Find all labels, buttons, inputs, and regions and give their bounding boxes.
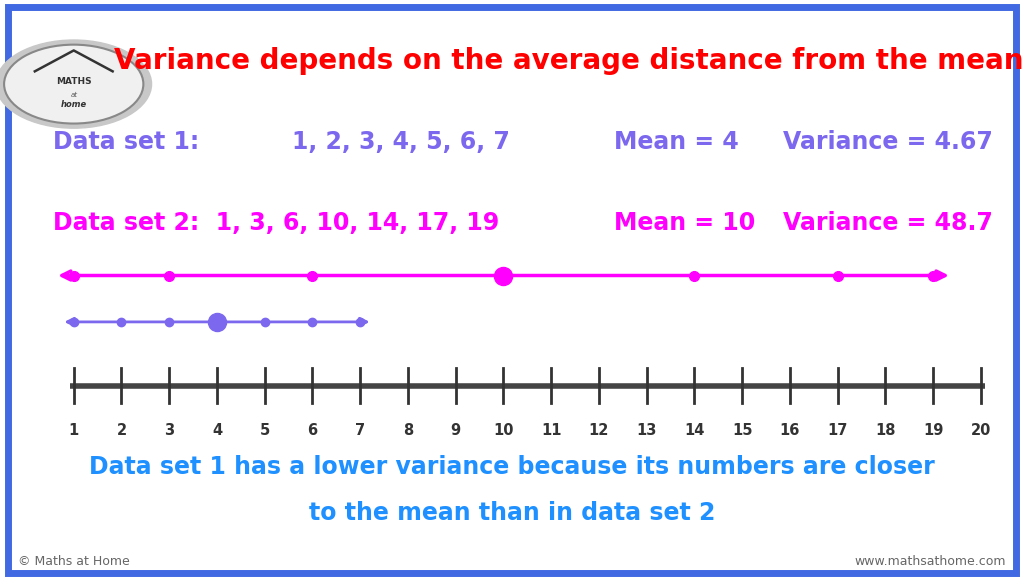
Text: Data set 2:  1, 3, 6, 10, 14, 17, 19: Data set 2: 1, 3, 6, 10, 14, 17, 19 — [53, 211, 500, 235]
Text: Variance = 4.67: Variance = 4.67 — [783, 130, 993, 154]
Text: 14: 14 — [684, 423, 705, 438]
Text: 8: 8 — [402, 423, 413, 438]
Text: 6: 6 — [307, 423, 317, 438]
Text: www.mathsathome.com: www.mathsathome.com — [854, 555, 1006, 568]
Text: Variance = 48.7: Variance = 48.7 — [783, 211, 993, 235]
Text: 11: 11 — [541, 423, 561, 438]
Text: 4: 4 — [212, 423, 222, 438]
Text: 17: 17 — [827, 423, 848, 438]
Text: 1: 1 — [69, 423, 79, 438]
Text: Mean = 10: Mean = 10 — [614, 211, 756, 235]
Circle shape — [4, 45, 143, 124]
Text: to the mean than in data set 2: to the mean than in data set 2 — [309, 501, 715, 525]
Text: 1, 2, 3, 4, 5, 6, 7: 1, 2, 3, 4, 5, 6, 7 — [292, 130, 510, 154]
Text: 13: 13 — [637, 423, 657, 438]
Text: 10: 10 — [494, 423, 514, 438]
Text: 20: 20 — [971, 423, 991, 438]
Text: MATHS: MATHS — [56, 77, 91, 86]
Text: 5: 5 — [260, 423, 270, 438]
FancyBboxPatch shape — [8, 7, 1016, 573]
Text: 12: 12 — [589, 423, 609, 438]
Text: Data set 1:: Data set 1: — [53, 130, 200, 154]
Text: home: home — [60, 100, 87, 110]
Text: 3: 3 — [164, 423, 174, 438]
Text: 19: 19 — [923, 423, 943, 438]
Text: 15: 15 — [732, 423, 753, 438]
Text: Variance depends on the average distance from the mean: Variance depends on the average distance… — [114, 47, 1023, 75]
Text: 2: 2 — [117, 423, 127, 438]
Text: Data set 1 has a lower variance because its numbers are closer: Data set 1 has a lower variance because … — [89, 455, 935, 479]
Text: 18: 18 — [876, 423, 896, 438]
Text: © Maths at Home: © Maths at Home — [18, 555, 130, 568]
Text: at: at — [71, 92, 77, 97]
Text: 9: 9 — [451, 423, 461, 438]
Text: 16: 16 — [780, 423, 800, 438]
Circle shape — [0, 40, 152, 128]
Text: 7: 7 — [355, 423, 366, 438]
Text: Mean = 4: Mean = 4 — [614, 130, 739, 154]
